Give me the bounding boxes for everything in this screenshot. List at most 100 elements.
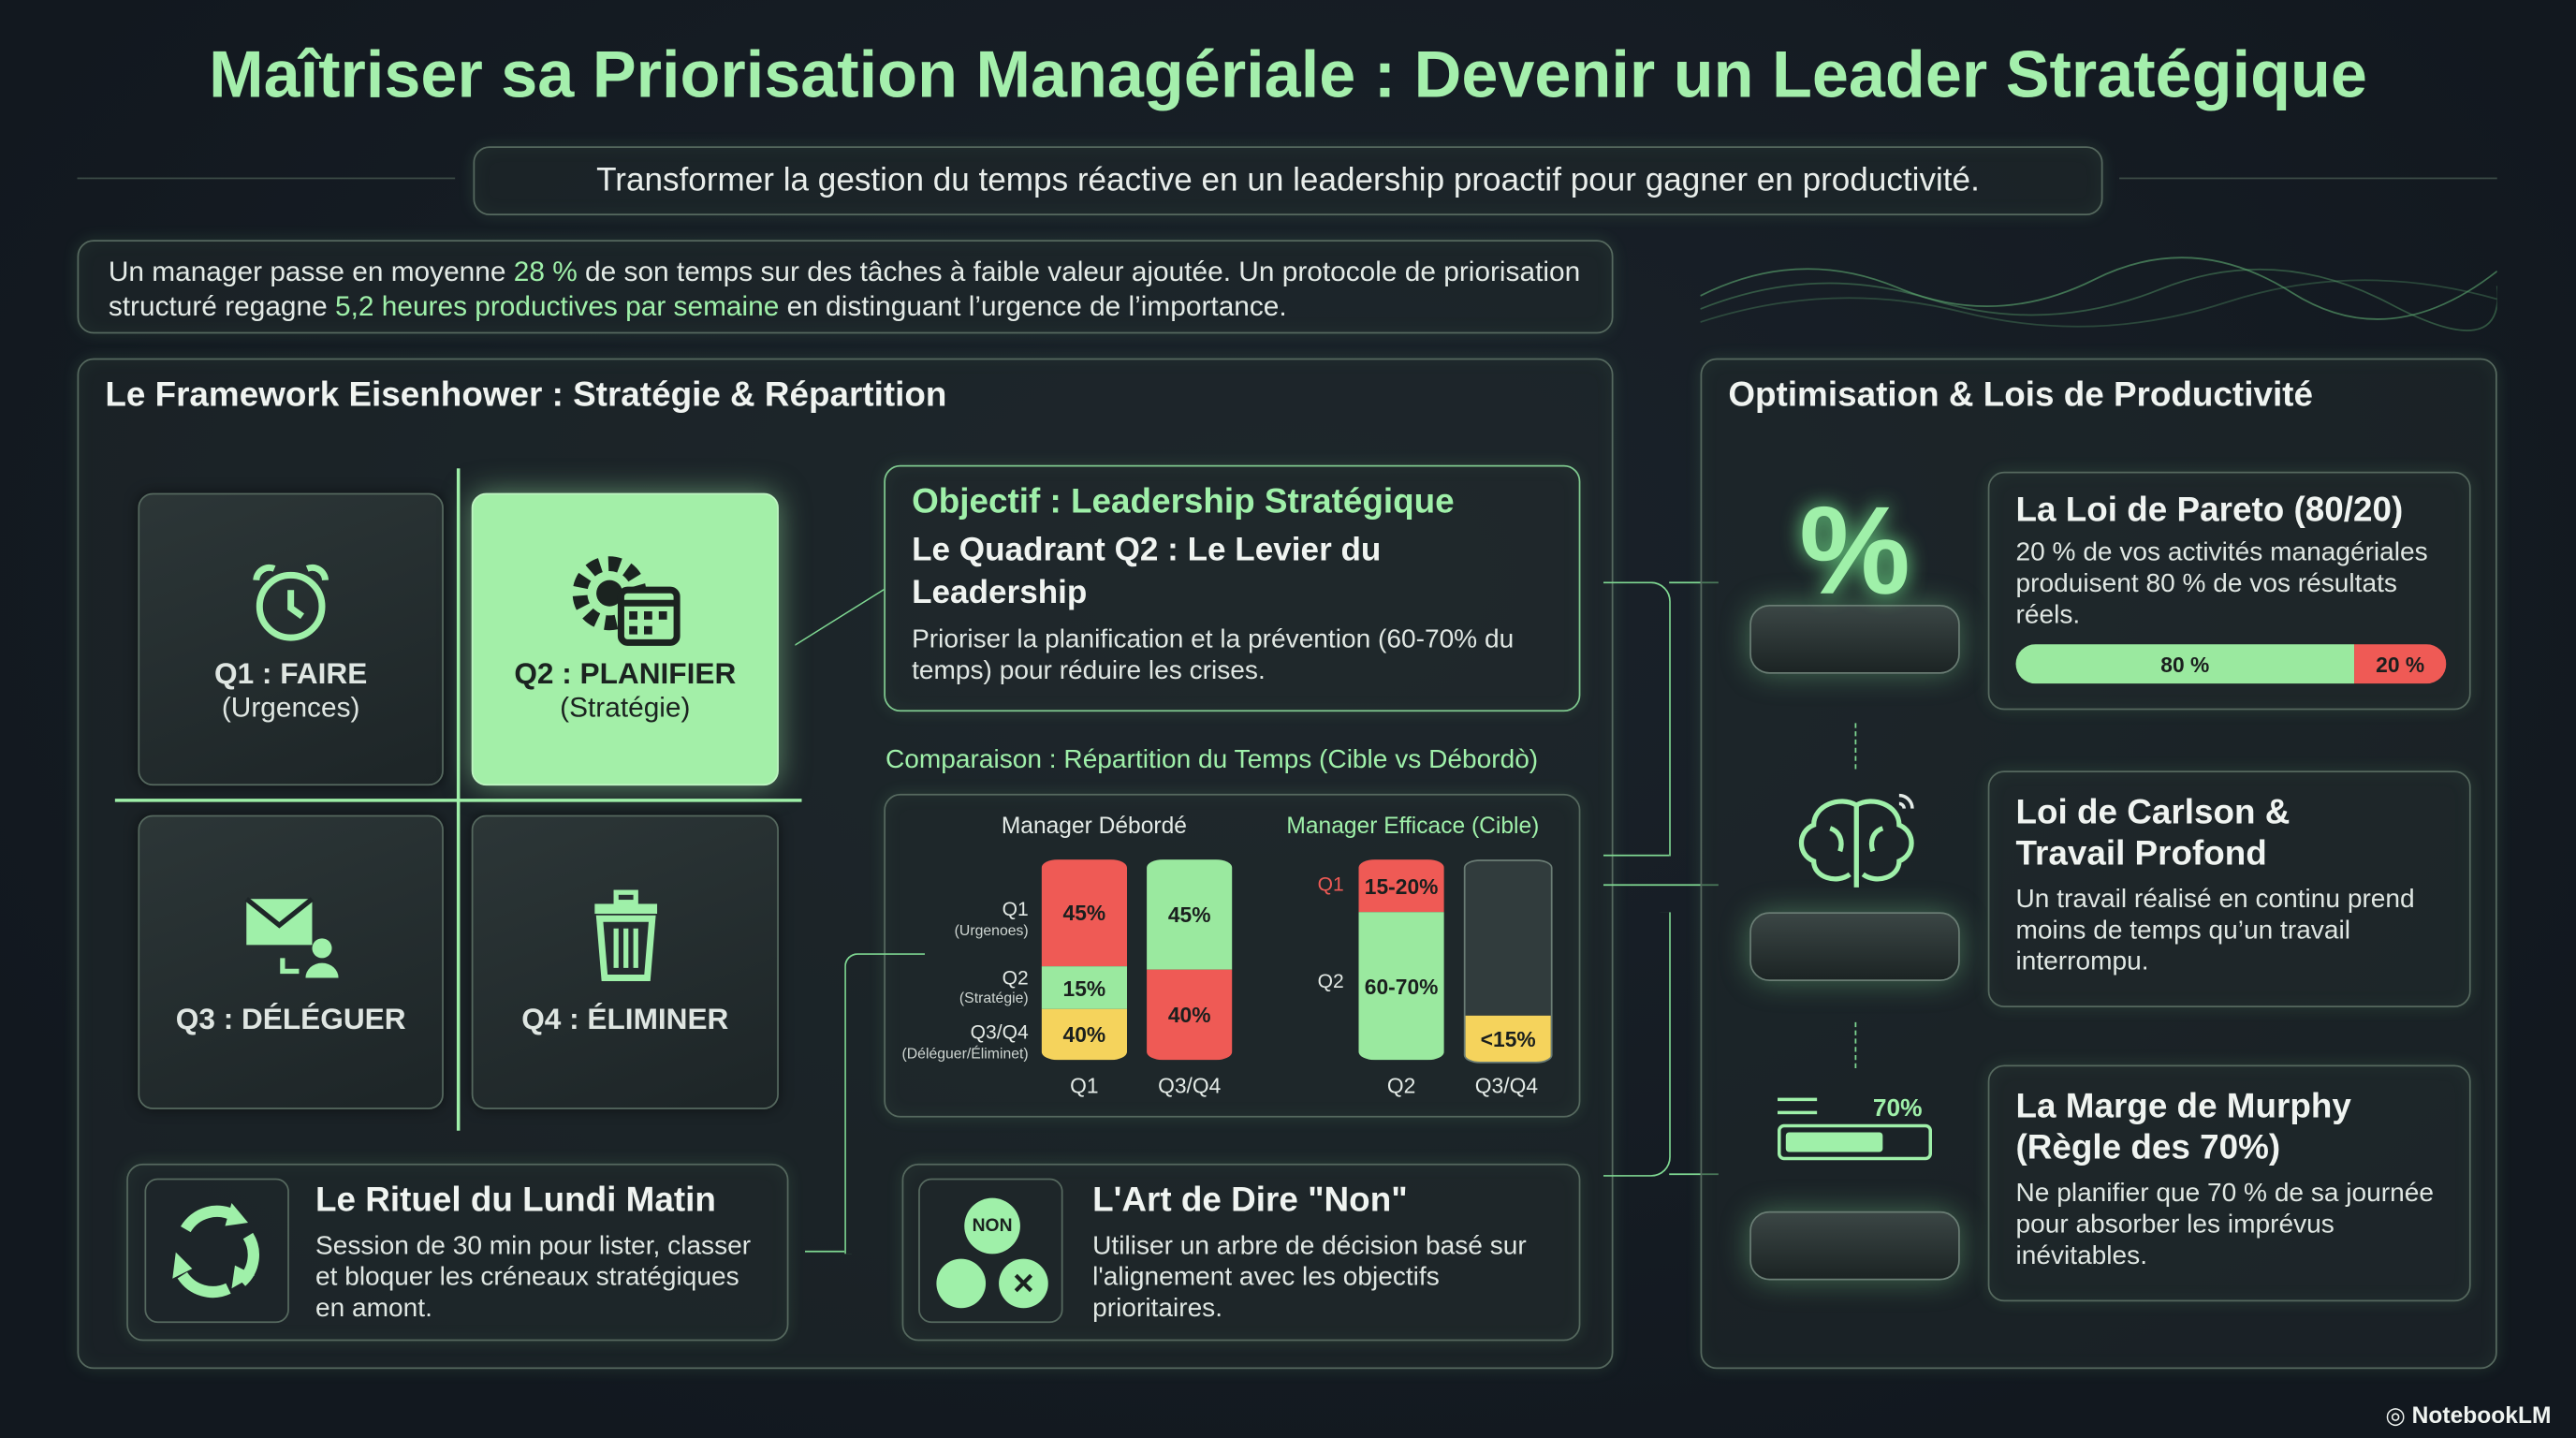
card-title: L'Art de Dire "Non" xyxy=(1092,1181,1408,1220)
brain-icon xyxy=(1798,793,1914,888)
subtitle: Transformer la gestion du temps réactive… xyxy=(596,161,1980,198)
intro-text: Un manager passe en moyenne xyxy=(108,256,514,288)
card-title: Le Rituel du Lundi Matin xyxy=(315,1181,716,1220)
column-label: Q3/Q4 xyxy=(1158,1073,1222,1098)
law-title: Loi de Carlson & Travail Profond xyxy=(2015,793,2291,873)
clock-icon xyxy=(253,564,329,641)
comparison-title: Comparaison : Répartition du Temps (Cibl… xyxy=(885,745,1539,774)
platform xyxy=(1749,912,1960,981)
row-sub: (Urgenoes) xyxy=(954,921,1029,939)
connector xyxy=(1603,912,1671,1177)
brand-name: NotebookLM xyxy=(2411,1401,2552,1429)
pareto-icon: % xyxy=(1799,481,1910,622)
murphy-icon-label: 70% xyxy=(1872,1094,1923,1123)
connector xyxy=(844,953,926,1255)
non-card xyxy=(901,1163,1581,1342)
segment: 45% xyxy=(1147,859,1233,970)
column-label: Q1 xyxy=(1070,1073,1099,1098)
law-card: La Loi de Pareto (80/20) 20 % de vos act… xyxy=(1987,471,2471,711)
quadrant-sub: (Urgences) xyxy=(221,692,360,724)
quadrant: Q3 : DÉLÉGUER xyxy=(138,814,444,1109)
platform xyxy=(1749,604,1960,674)
column: <15% xyxy=(1463,859,1553,1064)
segment: 40% xyxy=(1147,969,1233,1061)
row-label: Q1 xyxy=(1317,873,1344,896)
connector xyxy=(1854,1021,1859,1069)
framework-title: Le Framework Eisenhower : Stratégie & Ré… xyxy=(105,375,947,415)
intro-highlight: 28 % xyxy=(513,256,578,288)
row-sub: (Stratégie) xyxy=(959,989,1029,1006)
pareto-bar: 80 % 20 % xyxy=(2015,644,2447,684)
column: 15-20% 60-70% xyxy=(1358,859,1444,1061)
subtitle-box: Transformer la gestion du temps réactive… xyxy=(473,146,2103,215)
quadrant: Q1 : FAIRE (Urgences) xyxy=(138,492,444,786)
objective-text: Prioriser la planification et la prévent… xyxy=(912,625,1515,686)
row-label: Q2 xyxy=(1317,969,1344,993)
non-icon-box: NON × xyxy=(918,1178,1063,1324)
column: 45% 40% xyxy=(1147,859,1233,1061)
dot xyxy=(936,1258,987,1309)
mail-icon xyxy=(244,897,339,978)
column: 45% 15% 40% xyxy=(1041,859,1127,1061)
segment: <15% xyxy=(1465,1015,1551,1062)
objective-box: Objectif : Leadership Stratégique Le Qua… xyxy=(884,464,1581,712)
ritual-card xyxy=(126,1163,789,1342)
bar-segment: 20 % xyxy=(2354,644,2447,684)
segment: 15-20% xyxy=(1358,859,1444,913)
group-title: Manager Débordé xyxy=(1001,812,1187,839)
brand: ◎ NotebookLM xyxy=(2385,1401,2552,1429)
intro-box: Un manager passe en moyenne 28 % de son … xyxy=(77,240,1614,334)
row-label: Q2 xyxy=(1002,966,1029,990)
lines xyxy=(1778,1097,1818,1115)
law-card: Loi de Carlson & Travail Profond Un trav… xyxy=(1987,770,2471,1008)
law-text: Ne planifier que 70 % de sa journée pour… xyxy=(2015,1180,2434,1270)
optimisation-title: Optimisation & Lois de Productivité xyxy=(1728,375,2313,415)
intro-highlight: 5,2 heures productives par semaine xyxy=(334,290,780,323)
quadrant-sub: (Stratégie) xyxy=(560,692,691,724)
connector xyxy=(1603,884,1719,888)
ritual-icon-box xyxy=(144,1178,289,1324)
connector xyxy=(1603,581,1671,857)
segment: 40% xyxy=(1041,1008,1127,1061)
row-label: Q3/Q4 xyxy=(970,1020,1029,1044)
law-title: La Loi de Pareto (80/20) xyxy=(2015,491,2404,530)
plan-icon xyxy=(571,556,680,646)
column-label: Q2 xyxy=(1386,1073,1416,1098)
card-text: Session de 30 min pour lister, classer e… xyxy=(315,1232,752,1324)
segment: 15% xyxy=(1041,966,1127,1009)
row-label: Q1 xyxy=(1002,897,1029,921)
law-title: La Marge de Murphy (Règle des 70%) xyxy=(2015,1088,2351,1167)
platform xyxy=(1749,1211,1960,1281)
battery xyxy=(1778,1123,1932,1161)
segment: 60-70% xyxy=(1358,912,1444,1061)
non-bubble: NON xyxy=(964,1197,1020,1255)
column-label: Q3/Q4 xyxy=(1474,1073,1539,1098)
quadrant-label: Q2 : PLANIFIER xyxy=(514,657,737,691)
intro-text: de son temps sur des tâches à faible val… xyxy=(108,256,1581,323)
quadrant: Q4 : ÉLIMINER xyxy=(471,814,779,1109)
x-dot: × xyxy=(999,1258,1048,1309)
connector xyxy=(1603,854,1670,858)
quadrant-label: Q1 : FAIRE xyxy=(214,657,368,691)
law-text: Un travail réalisé en continu prend moin… xyxy=(2015,886,2415,976)
law-text: 20 % de vos activités managériales produ… xyxy=(2015,538,2428,630)
axis-h xyxy=(114,799,802,802)
quadrant-label: Q3 : DÉLÉGUER xyxy=(175,1002,406,1035)
intro-text: en distinguant l’urgence de l’importance… xyxy=(779,290,1287,323)
objective-kicker: Objectif : Leadership Stratégique xyxy=(912,483,1455,521)
objective-title: Le Quadrant Q2 : Le Levier du Leadership xyxy=(912,532,1382,612)
connector xyxy=(804,1250,845,1255)
cycle-icon xyxy=(172,1202,259,1299)
bar-segment: 80 % xyxy=(2015,644,2355,684)
segment: 45% xyxy=(1041,859,1127,967)
connector xyxy=(1669,1173,1719,1177)
quadrant: Q2 : PLANIFIER (Stratégie) xyxy=(471,492,779,786)
row-sub: (Déléguer/Éliminet) xyxy=(901,1045,1029,1062)
connector xyxy=(1669,581,1719,585)
card-text: Utiliser un arbre de décision basé sur l… xyxy=(1092,1232,1527,1324)
law-card: La Marge de Murphy (Règle des 70%) Ne pl… xyxy=(1987,1064,2471,1302)
divider xyxy=(77,177,456,180)
trash-icon xyxy=(593,889,657,981)
